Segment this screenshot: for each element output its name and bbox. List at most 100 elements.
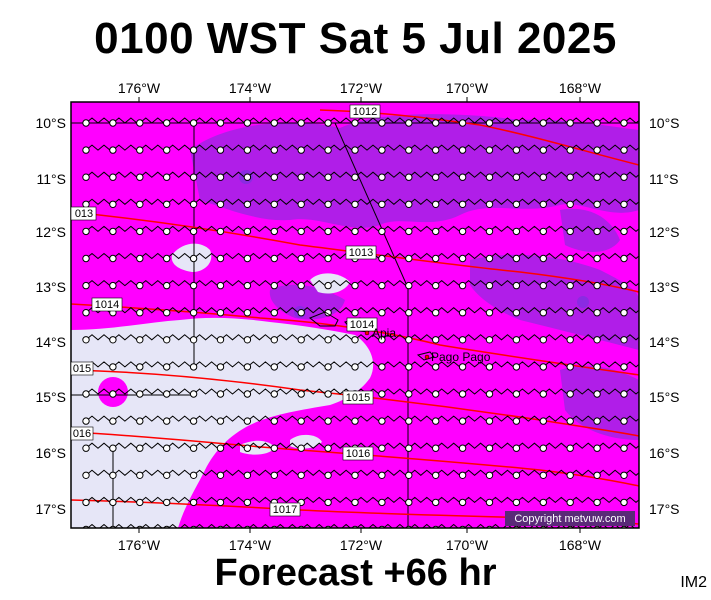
wind-station <box>512 227 521 236</box>
svg-text:1013: 1013 <box>349 247 373 259</box>
wind-station <box>163 309 171 317</box>
svg-text:1016: 1016 <box>346 448 370 460</box>
page-title: 0100 WST Sat 5 Jul 2025 <box>94 14 617 63</box>
wind-station <box>297 173 305 181</box>
wind-station <box>485 281 494 290</box>
wind-station <box>512 200 521 209</box>
wind-station <box>297 200 305 209</box>
lon-label-170-bottom: 170°W <box>446 537 489 553</box>
wind-station <box>566 119 574 127</box>
wind-station <box>297 444 305 452</box>
wind-station <box>539 146 547 154</box>
wind-station <box>243 363 252 371</box>
wind-station <box>270 200 278 209</box>
wind-station <box>270 254 278 263</box>
lat-label-17: 17°S <box>35 501 66 517</box>
wind-station <box>432 309 440 317</box>
wind-station <box>593 390 601 398</box>
wind-barb-row <box>85 279 639 287</box>
wind-barb-row <box>85 171 639 178</box>
wind-station <box>620 254 628 263</box>
wind-station <box>324 336 332 344</box>
lat-label-15-right: 15°S <box>649 389 680 405</box>
wind-station <box>432 498 440 507</box>
wind-station <box>405 417 413 425</box>
wind-station <box>539 363 547 371</box>
wind-station <box>324 200 332 209</box>
wind-station <box>351 200 359 209</box>
wind-station <box>405 390 413 398</box>
wind-station <box>82 119 90 127</box>
wind-station <box>458 119 467 127</box>
wind-station <box>189 417 198 425</box>
wind-station <box>378 417 386 425</box>
wind-station <box>189 444 198 452</box>
wind-station <box>216 227 225 236</box>
wind-station <box>566 390 574 398</box>
wind-station <box>109 390 117 398</box>
lat-label-13: 13°S <box>35 279 66 295</box>
wind-station <box>405 336 413 344</box>
wind-station <box>566 336 574 344</box>
wind-station <box>512 363 521 371</box>
wind-barb-row <box>85 442 639 449</box>
wind-barb-row <box>85 388 639 395</box>
wind-barb-row <box>85 469 639 476</box>
wind-station <box>512 254 521 263</box>
lat-label-17-right: 17°S <box>649 501 680 517</box>
wind-station <box>566 227 574 236</box>
left-latitude-labels: 10°S 11°S 12°S 13°S 14°S 15°S 16°S 17°S <box>35 115 66 517</box>
lat-label-12-right: 12°S <box>649 224 680 240</box>
wind-station <box>485 173 494 181</box>
wind-station <box>539 498 547 507</box>
wind-station <box>163 146 171 154</box>
wind-station <box>378 498 386 507</box>
wind-station <box>351 363 359 371</box>
wind-station <box>297 390 305 398</box>
svg-text:015: 015 <box>73 363 91 375</box>
wind-station <box>297 363 305 371</box>
top-longitude-labels: 176°W 174°W 172°W 170°W 168°W <box>118 80 602 96</box>
wind-station <box>485 390 494 398</box>
wind-station <box>189 309 198 317</box>
isobar-label: 1014 <box>91 297 123 312</box>
wind-station <box>432 390 440 398</box>
wind-station <box>539 281 547 290</box>
lon-label-174-bottom: 174°W <box>229 537 272 553</box>
wind-station <box>512 173 521 181</box>
wind-barb-row <box>85 198 639 205</box>
wind-station <box>539 471 547 479</box>
wind-station <box>243 173 252 181</box>
wind-station <box>351 146 359 154</box>
wind-station <box>566 498 574 507</box>
wind-station <box>136 254 144 263</box>
wind-station <box>163 119 171 127</box>
isobar-label: 1017 <box>269 502 301 517</box>
wind-station <box>136 336 144 344</box>
wind-barb-row <box>85 252 639 260</box>
wind-station <box>136 227 144 236</box>
lat-label-10-right: 10°S <box>649 115 680 131</box>
wind-station <box>243 390 252 398</box>
wind-station <box>243 336 252 344</box>
wind-station <box>539 173 547 181</box>
lat-label-15: 15°S <box>35 389 66 405</box>
wind-station <box>82 444 90 452</box>
lat-label-11-right: 11°S <box>649 171 678 187</box>
wind-station <box>216 363 225 371</box>
place-label-apia: Apia <box>372 326 396 340</box>
wind-station <box>593 363 601 371</box>
wind-station <box>324 254 332 263</box>
wind-station <box>378 254 386 263</box>
wind-station <box>620 390 628 398</box>
wind-station <box>216 390 225 398</box>
wind-station <box>539 227 547 236</box>
wind-station <box>351 336 359 344</box>
wind-station <box>378 309 386 317</box>
wind-station <box>136 471 144 479</box>
svg-text:1017: 1017 <box>273 504 297 516</box>
wind-station <box>109 254 117 263</box>
wind-station <box>189 498 198 507</box>
isobar-label: 015 <box>70 361 94 376</box>
wind-station <box>82 498 90 507</box>
